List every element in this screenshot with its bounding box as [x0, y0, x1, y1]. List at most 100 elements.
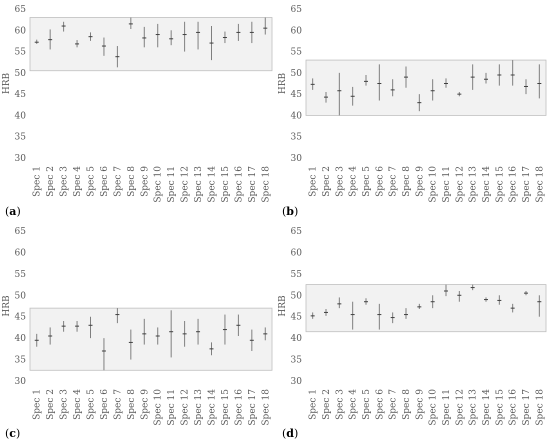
x-tick-label: Spec 2 [46, 389, 56, 420]
y-tick-label: 35 [291, 356, 303, 366]
x-tick-label: Spec 18 [535, 389, 545, 426]
x-tick-label: Spec 9 [415, 389, 425, 420]
x-tick-label: Spec 6 [100, 166, 110, 197]
x-tick-label: Spec 7 [389, 389, 399, 420]
y-tick-label: 45 [15, 90, 27, 100]
y-tick-label: 30 [15, 154, 27, 164]
panel-label: (d) [282, 427, 298, 440]
y-tick-label: 40 [15, 334, 27, 344]
chart-panel-d: HRB 30 35 40 45 50 55 60 65 Spec 1 Spec 2 Spec 3 Spe… [278, 227, 547, 440]
x-tick-label: Spec 16 [234, 389, 244, 426]
y-tick-label: 65 [291, 227, 303, 237]
x-tick-label: Spec 6 [100, 389, 110, 420]
y-axis-title: HRB [2, 73, 12, 95]
x-tick-label: Spec 16 [509, 389, 519, 426]
x-tick-label: Spec 10 [429, 166, 439, 203]
x-tick-label: Spec 3 [335, 166, 345, 197]
y-tick-label: 55 [15, 270, 27, 280]
x-tick-label: Spec 13 [469, 166, 479, 203]
x-tick-label: Spec 17 [522, 389, 532, 426]
range-band [305, 59, 547, 116]
y-axis-title: HRB [2, 295, 12, 317]
x-tick-label: Spec 14 [482, 389, 492, 426]
x-tick-label: Spec 17 [248, 166, 258, 203]
y-tick-label: 50 [15, 69, 27, 79]
x-tick-label: Spec 13 [194, 166, 204, 203]
x-tick-label: Spec 18 [261, 166, 271, 203]
x-tick-label: Spec 11 [167, 166, 177, 203]
x-tick-label: Spec 17 [248, 389, 258, 426]
x-tick-label: Spec 9 [415, 166, 425, 197]
x-tick-label: Spec 15 [495, 166, 505, 203]
y-tick-label: 45 [15, 313, 27, 323]
x-tick-label: Spec 1 [33, 166, 43, 197]
x-tick-label: Spec 3 [60, 166, 70, 197]
x-tick-label: Spec 13 [469, 389, 479, 426]
x-tick-label: Spec 6 [375, 389, 385, 420]
x-tick-label: Spec 12 [455, 389, 465, 426]
y-tick-label: 30 [15, 377, 27, 387]
x-tick-label: Spec 8 [402, 389, 412, 420]
x-tick-label: Spec 11 [167, 389, 177, 426]
y-tick-label: 60 [291, 248, 303, 258]
x-tick-label: Spec 11 [442, 166, 452, 203]
x-tick-label: Spec 8 [127, 389, 137, 420]
x-tick-label: Spec 5 [362, 389, 372, 420]
x-tick-label: Spec 15 [221, 166, 231, 203]
x-tick-label: Spec 3 [335, 389, 345, 420]
x-tick-label: Spec 8 [127, 166, 137, 197]
y-tick-label: 45 [291, 90, 303, 100]
x-tick-label: Spec 11 [442, 389, 452, 426]
x-tick-label: Spec 5 [87, 389, 97, 420]
y-tick-label: 60 [291, 26, 303, 36]
panel-label: (a) [5, 205, 21, 218]
x-tick-label: Spec 2 [322, 389, 332, 420]
y-axis-title: HRB [278, 295, 288, 317]
y-tick-label: 30 [291, 154, 303, 164]
y-tick-label: 55 [291, 270, 303, 280]
y-tick-label: 40 [291, 334, 303, 344]
x-tick-label: Spec 18 [535, 166, 545, 203]
x-tick-label: Spec 14 [208, 166, 218, 203]
range-band [29, 17, 273, 72]
y-tick-label: 35 [291, 133, 303, 143]
x-tick-label: Spec 16 [509, 166, 519, 203]
x-tick-label: Spec 17 [522, 166, 532, 203]
y-tick-label: 55 [15, 48, 27, 58]
x-tick-label: Spec 1 [309, 166, 319, 197]
x-tick-label: Spec 2 [322, 166, 332, 197]
x-tick-label: Spec 10 [429, 389, 439, 426]
y-tick-label: 60 [15, 248, 27, 258]
x-tick-label: Spec 7 [113, 166, 123, 197]
x-tick-label: Spec 10 [154, 389, 164, 426]
y-tick-label: 40 [291, 111, 303, 121]
x-tick-label: Spec 10 [154, 166, 164, 203]
y-tick-label: 50 [291, 69, 303, 79]
y-tick-label: 45 [291, 313, 303, 323]
y-tick-label: 30 [291, 377, 303, 387]
x-tick-label: Spec 15 [495, 389, 505, 426]
x-tick-label: Spec 12 [455, 166, 465, 203]
x-tick-label: Spec 8 [402, 166, 412, 197]
x-tick-label: Spec 4 [73, 166, 83, 197]
y-tick-label: 50 [15, 291, 27, 301]
range-band [29, 307, 273, 371]
x-tick-label: Spec 14 [482, 166, 492, 203]
y-tick-label: 40 [15, 111, 27, 121]
y-tick-label: 65 [15, 227, 27, 237]
x-tick-label: Spec 15 [221, 389, 231, 426]
y-tick-label: 65 [15, 5, 27, 15]
y-tick-label: 55 [291, 48, 303, 58]
x-tick-label: Spec 1 [309, 389, 319, 420]
panel-label: (c) [5, 427, 20, 440]
y-tick-label: 35 [15, 133, 27, 143]
y-tick-label: 50 [291, 291, 303, 301]
x-tick-label: Spec 7 [113, 389, 123, 420]
x-tick-label: Spec 9 [140, 389, 150, 420]
x-tick-label: Spec 14 [208, 389, 218, 426]
x-tick-label: Spec 4 [73, 389, 83, 420]
x-tick-label: Spec 16 [234, 166, 244, 203]
